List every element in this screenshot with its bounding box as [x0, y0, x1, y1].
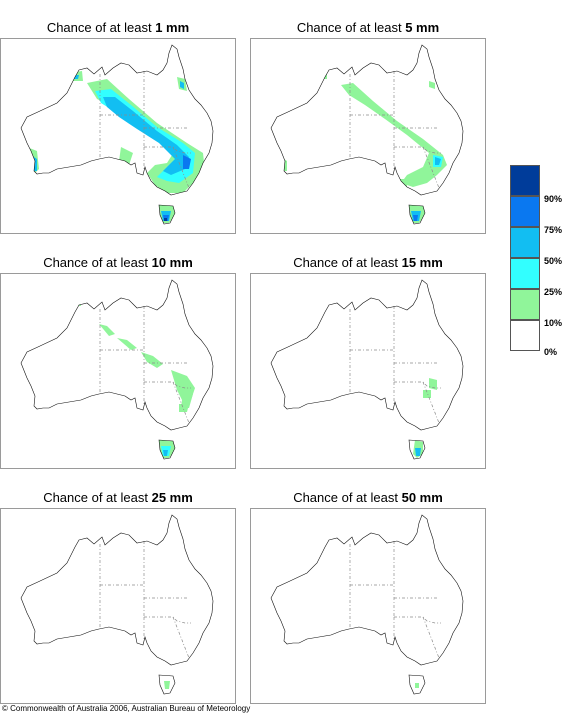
tasmania-coastline: [408, 674, 426, 695]
rain-probability-area: [179, 404, 189, 412]
rain-probability-area: [164, 681, 170, 689]
rain-probability-areas: [413, 378, 437, 458]
legend-swatch-75-90: [510, 196, 540, 227]
rain-probability-area: [429, 378, 437, 390]
tasmania-coastline: [408, 439, 426, 460]
mainland-fill: [21, 45, 213, 195]
rain-probability-area: [163, 450, 168, 456]
rain-probability-area: [415, 448, 421, 456]
probability-legend: 90% 75% 50% 25% 10% 0%: [510, 165, 570, 357]
tasmania-coastline: [408, 204, 426, 225]
map-panel-15mm: Chance of at least 15 mm: [250, 253, 486, 469]
panel-title: Chance of at least 5 mm: [296, 20, 440, 35]
rain-probability-areas: [77, 302, 195, 458]
rain-probability-areas: [164, 681, 170, 689]
rain-probability-area: [341, 83, 447, 187]
rain-probability-area: [435, 157, 441, 165]
state-border: [394, 381, 441, 389]
rain-probability-area: [395, 179, 407, 187]
coastline: [20, 44, 214, 196]
state-border: [144, 616, 191, 624]
coastline: [270, 279, 464, 431]
map-panel-5mm: Chance of at least 5 mm: [250, 18, 486, 234]
australia-map: [0, 508, 236, 704]
state-border: [394, 146, 441, 154]
rain-probability-area: [429, 81, 435, 89]
map-panel-10mm: Chance of at least 10 mm: [0, 253, 236, 469]
tasmania-coastline: [158, 204, 176, 225]
map-svg: [20, 44, 214, 225]
rain-probability-area: [164, 218, 167, 221]
rain-probability-area: [180, 81, 184, 89]
legend-swatch-50-75: [510, 227, 540, 258]
legend-label: 25%: [544, 287, 563, 297]
map-panel-25mm: Chance of at least 25 mm: [0, 488, 236, 704]
copyright-notice: © Commonwealth of Australia 2006, Austra…: [2, 704, 251, 713]
map-svg: [20, 279, 214, 460]
australia-map: [0, 273, 236, 469]
rain-probability-area: [413, 215, 418, 221]
australia-map: [0, 38, 236, 234]
australia-map: [250, 508, 486, 704]
rain-probability-area: [103, 97, 189, 175]
tasmania-coastline: [158, 439, 176, 460]
rain-probability-area: [99, 324, 115, 336]
panel-title: Chance of at least 15 mm: [293, 255, 443, 270]
legend-swatch-25-50: [510, 258, 540, 289]
rain-probability-area: [183, 155, 191, 169]
legend-swatch-0-10: [510, 320, 540, 351]
map-svg: [270, 44, 464, 225]
coastline: [270, 514, 464, 666]
tasmania-coastline: [158, 674, 176, 695]
legend-swatch-10-25: [510, 289, 540, 320]
coastline: [270, 44, 464, 196]
mainland-fill: [271, 45, 463, 195]
rain-probability-area: [423, 390, 431, 398]
legend-label: 10%: [544, 318, 563, 328]
rain-probability-area: [141, 352, 163, 368]
state-border: [394, 616, 441, 624]
state-border: [144, 146, 191, 154]
coastline: [20, 279, 214, 431]
coastline: [20, 514, 214, 666]
rain-probability-area: [117, 338, 137, 350]
map-panel-1mm: Chance of at least 1 mm: [0, 18, 236, 234]
map-svg: [270, 279, 464, 460]
legend-label: 50%: [544, 256, 563, 266]
mainland-fill: [21, 515, 213, 665]
mainland-fill: [271, 515, 463, 665]
rain-probability-areas: [415, 683, 419, 688]
australia-map: [250, 38, 486, 234]
legend-swatch-90-100: [510, 165, 540, 196]
legend-label: 90%: [544, 194, 563, 204]
legend-label: 0%: [544, 347, 558, 357]
australia-map: [250, 273, 486, 469]
map-svg: [20, 514, 214, 695]
state-border: [144, 381, 191, 389]
panel-title: Chance of at least 1 mm: [46, 20, 190, 35]
map-svg: [270, 514, 464, 695]
rain-probability-area: [415, 683, 419, 688]
mainland-fill: [21, 280, 213, 430]
legend-label: 75%: [544, 225, 563, 235]
panel-title: Chance of at least 10 mm: [43, 255, 193, 270]
panel-title: Chance of at least 25 mm: [43, 490, 193, 505]
panel-title: Chance of at least 50 mm: [293, 490, 443, 505]
mainland-fill: [271, 280, 463, 430]
map-panel-50mm: Chance of at least 50 mm: [250, 488, 486, 704]
